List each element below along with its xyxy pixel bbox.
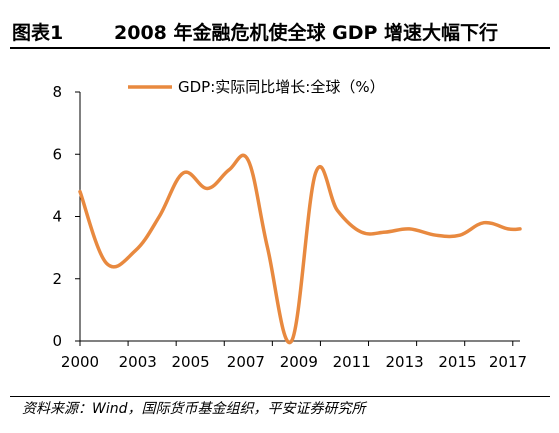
title-rule xyxy=(10,47,550,49)
y-tick-label: 8 xyxy=(52,83,62,101)
x-tick-label: 2013 xyxy=(385,353,423,371)
x-tick-label: 2017 xyxy=(489,353,527,371)
x-tick-label: 2009 xyxy=(280,353,318,371)
x-tick-label: 2000 xyxy=(61,353,99,371)
y-tick-label: 0 xyxy=(52,332,62,350)
chart-title: 2008 年金融危机使全球 GDP 增速大幅下行 xyxy=(114,22,499,44)
chart-legend: GDP:实际同比增长:全球（%） xyxy=(128,78,385,96)
series-line-global-gdp xyxy=(78,153,522,345)
x-tick-label: 2011 xyxy=(333,353,371,371)
source-rule xyxy=(10,396,550,397)
x-tick-label: 2003 xyxy=(119,353,157,371)
x-tick-label: 2007 xyxy=(227,353,265,371)
x-tick-label: 2015 xyxy=(438,353,476,371)
title-bar: 图表1 2008 年金融危机使全球 GDP 增速大幅下行 xyxy=(10,18,550,46)
y-tick-label: 6 xyxy=(52,145,62,163)
y-tick-label: 4 xyxy=(52,208,62,226)
y-tick-label: 2 xyxy=(52,270,62,288)
plot-area xyxy=(78,153,522,345)
source-note: 资料来源：Wind，国际货币基金组织，平安证券研究所 xyxy=(22,401,366,417)
legend-label: GDP:实际同比增长:全球（%） xyxy=(178,78,385,96)
x-tick-label: 2005 xyxy=(172,353,210,371)
figure-label: 图表1 xyxy=(12,22,64,44)
chart-axes: 0 2 4 6 8 2000 2003 2005 2007 2009 2011 2013 2015 201… xyxy=(52,83,527,371)
